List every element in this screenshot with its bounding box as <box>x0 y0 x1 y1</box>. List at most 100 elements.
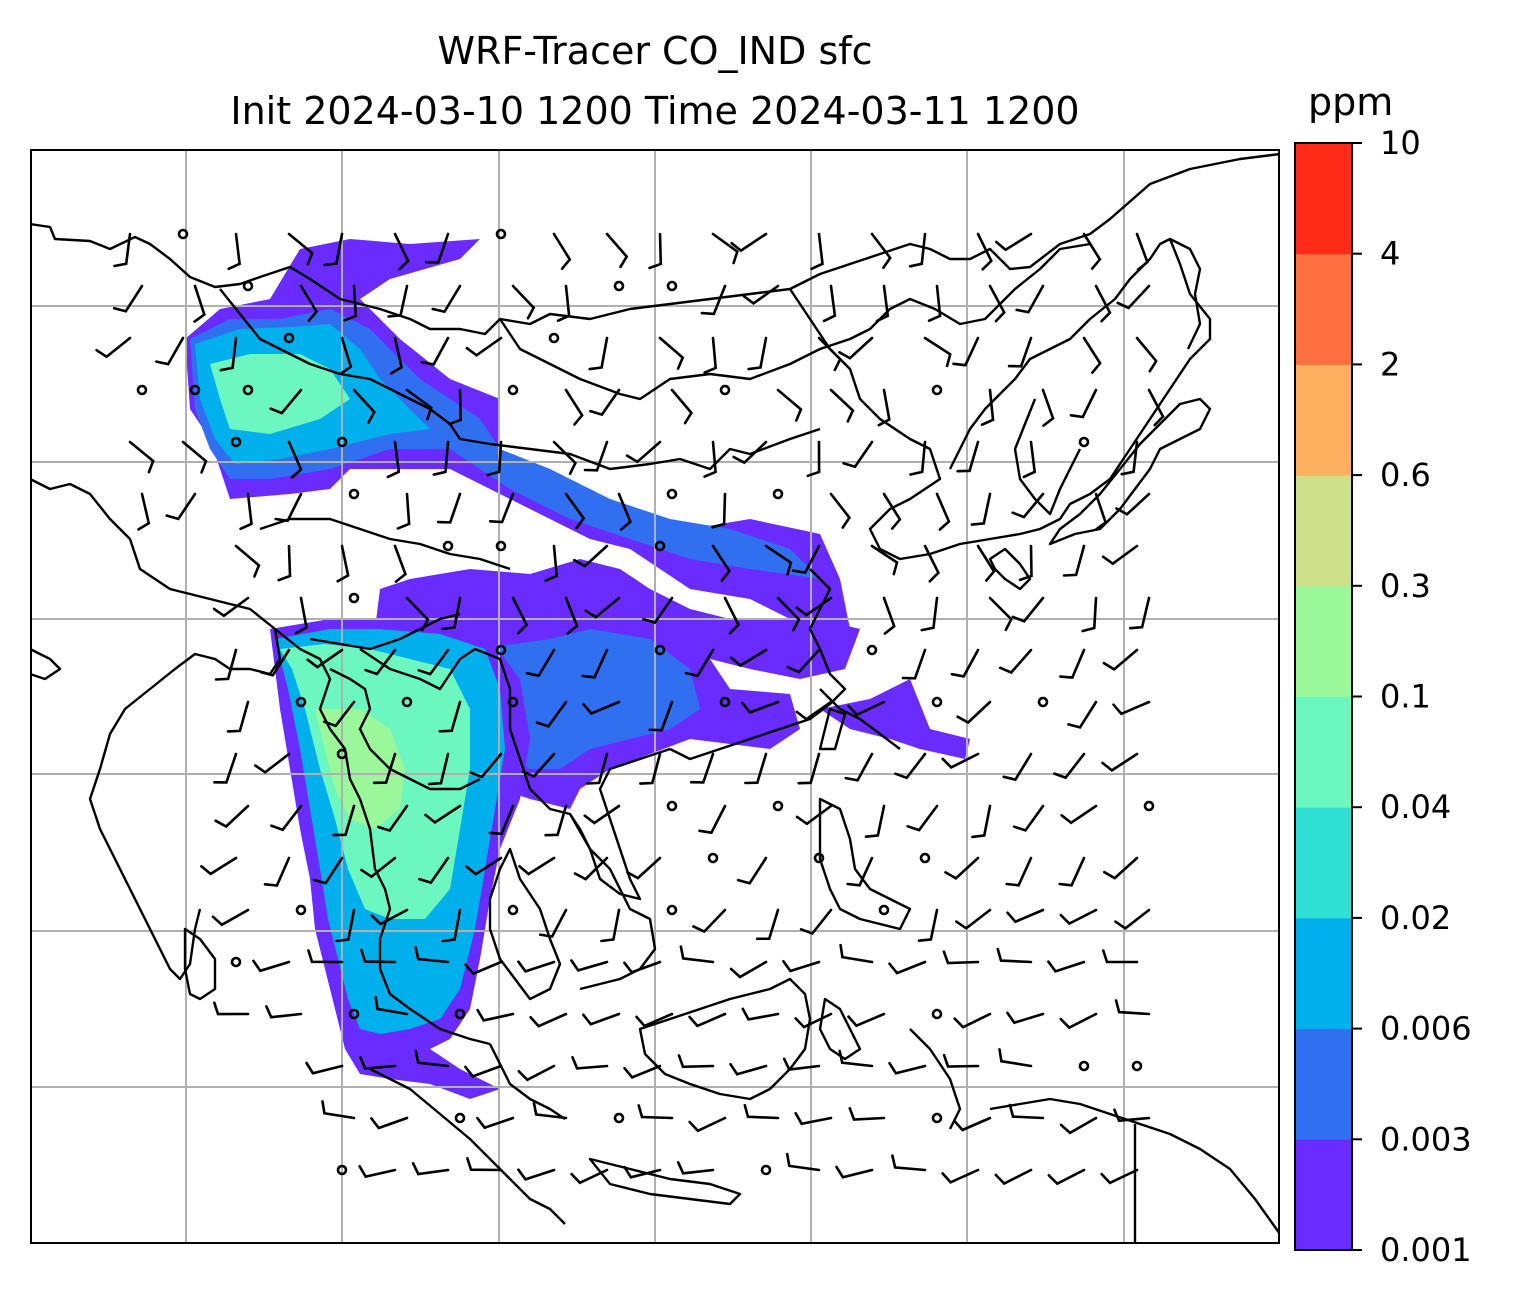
wind-barb <box>847 700 886 717</box>
wind-barb <box>370 908 409 926</box>
wind-barb <box>736 856 768 885</box>
wind-barb <box>588 336 609 371</box>
wind-barb <box>877 388 891 427</box>
wind-barb <box>589 388 621 417</box>
wind-barb <box>935 492 951 531</box>
wind-barb <box>988 596 1013 632</box>
wind-barb <box>1041 388 1055 427</box>
wind-barb <box>1062 544 1086 577</box>
wind-barb <box>684 648 715 678</box>
wind-barb <box>1094 492 1108 531</box>
calm-wind-marker <box>336 1164 348 1176</box>
wind-barb <box>835 1165 874 1179</box>
wind-barb <box>1114 999 1151 1016</box>
wind-barb <box>414 946 450 964</box>
wind-barb <box>239 492 253 531</box>
wind-barb <box>525 648 556 678</box>
wind-barb <box>838 1049 874 1068</box>
wind-barb <box>732 440 768 465</box>
wind-barb <box>1069 388 1098 419</box>
wind-barb <box>535 700 568 728</box>
wind-barb <box>181 440 208 474</box>
tracer-map <box>30 149 1280 1244</box>
wind-barb <box>1006 1011 1045 1025</box>
wind-barb <box>464 960 503 976</box>
calm-wind-marker <box>1078 436 1090 448</box>
wind-barb <box>676 1161 715 1175</box>
wind-barb <box>417 648 450 676</box>
wind-barb <box>1082 232 1102 270</box>
wind-barb <box>488 492 515 524</box>
wind-barb <box>1101 752 1139 773</box>
calm-wind-marker <box>507 696 519 708</box>
calm-wind-marker <box>666 800 678 812</box>
wind-barb <box>741 1007 780 1021</box>
wind-barb <box>155 336 185 366</box>
wind-barb <box>742 284 780 306</box>
calm-wind-marker <box>931 1008 943 1020</box>
chart-title-line2: Init 2024-03-10 1200 Time 2024-03-11 120… <box>230 89 1080 133</box>
wind-barb <box>564 596 579 635</box>
colorbar-tick-label: 0.006 <box>1380 1010 1472 1048</box>
wind-barb <box>274 492 303 523</box>
wind-barb <box>1147 388 1165 427</box>
wind-barb <box>1015 284 1045 314</box>
calm-wind-marker <box>348 488 360 500</box>
calm-wind-marker <box>242 384 254 396</box>
colorbar-ticks: 0.001 0.003 0.006 0.02 0.04 0.1 0.3 0.6 2 4 10 <box>1352 130 1472 1269</box>
wind-barb <box>639 752 662 785</box>
wind-barb <box>332 804 356 837</box>
wind-barb <box>776 388 803 422</box>
wind-barb <box>538 908 568 939</box>
wind-barb <box>441 596 462 631</box>
wind-barb <box>1102 949 1139 964</box>
colorbar-tick-label: 0.3 <box>1380 567 1431 605</box>
wind-barb <box>438 700 462 733</box>
calm-wind-marker <box>719 696 731 708</box>
wind-barb <box>795 596 833 617</box>
wind-barb <box>942 1053 980 1068</box>
wind-barb <box>405 596 430 632</box>
wind-barb <box>700 284 727 316</box>
wind-barb <box>532 1101 568 1120</box>
wind-barb <box>564 388 584 426</box>
wind-barb <box>517 1168 556 1181</box>
wind-barb <box>730 232 768 253</box>
wind-barb <box>844 752 874 782</box>
calm-wind-marker <box>454 1008 466 1020</box>
wind-barb <box>920 596 939 632</box>
wind-barb <box>336 544 350 583</box>
wind-barb <box>927 284 942 322</box>
wind-barb <box>1022 440 1037 479</box>
wind-barb <box>711 232 739 265</box>
wind-barb <box>476 1116 515 1130</box>
wind-barb <box>744 752 768 785</box>
wind-barb <box>374 995 409 1016</box>
wind-barb <box>269 388 303 415</box>
wind-barb <box>901 648 927 680</box>
wind-barb <box>1007 336 1033 368</box>
wind-barb <box>679 945 715 964</box>
wind-barb <box>254 752 291 774</box>
calm-wind-marker <box>295 696 307 708</box>
wind-barb <box>688 1116 727 1133</box>
wind-barb <box>1081 596 1098 633</box>
wind-barb <box>584 596 621 619</box>
wind-barb <box>875 284 890 323</box>
wind-barbs <box>95 228 1165 1186</box>
wind-barb <box>165 492 197 521</box>
wind-barb <box>212 596 250 618</box>
wind-barb <box>882 492 902 530</box>
calm-wind-marker <box>495 540 507 552</box>
calm-wind-marker <box>813 852 825 864</box>
wind-barb <box>448 388 463 426</box>
wind-barb <box>996 947 1033 964</box>
map-frame <box>30 149 1280 1244</box>
colorbar-swatch <box>1295 253 1352 365</box>
calm-wind-marker <box>654 540 666 552</box>
wind-barb <box>465 856 503 876</box>
wind-barb <box>839 943 874 964</box>
wind-barb <box>799 908 833 936</box>
wind-barb <box>339 336 353 375</box>
wind-barb <box>817 336 842 372</box>
